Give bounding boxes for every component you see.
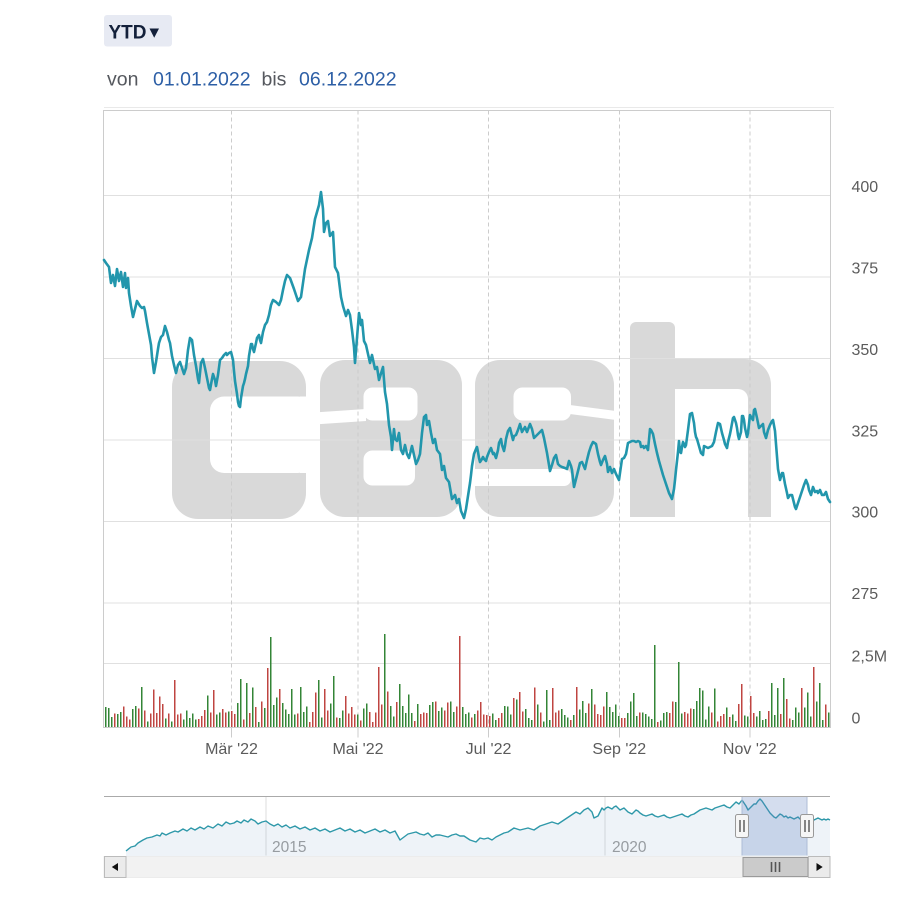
svg-text:von: von <box>107 69 138 91</box>
svg-text:2015: 2015 <box>272 839 306 856</box>
svg-text:YTD: YTD <box>109 23 147 44</box>
svg-text:400: 400 <box>852 179 879 196</box>
svg-text:Mai '22: Mai '22 <box>332 741 383 758</box>
svg-text:300: 300 <box>852 505 879 522</box>
svg-text:375: 375 <box>852 260 879 277</box>
svg-text:325: 325 <box>852 423 879 440</box>
svg-text:Mär '22: Mär '22 <box>205 741 258 758</box>
svg-text:275: 275 <box>852 586 879 603</box>
svg-text:Jul '22: Jul '22 <box>466 741 512 758</box>
svg-text:2020: 2020 <box>612 839 647 856</box>
svg-text:bis: bis <box>262 69 287 91</box>
svg-text:Sep '22: Sep '22 <box>592 741 646 758</box>
svg-text:0: 0 <box>852 711 861 728</box>
svg-text:350: 350 <box>852 342 879 359</box>
svg-text:Nov '22: Nov '22 <box>723 741 777 758</box>
svg-text:06.12.2022: 06.12.2022 <box>299 69 397 91</box>
svg-text:2,5M: 2,5M <box>852 649 888 666</box>
svg-text:01.01.2022: 01.01.2022 <box>153 69 251 91</box>
